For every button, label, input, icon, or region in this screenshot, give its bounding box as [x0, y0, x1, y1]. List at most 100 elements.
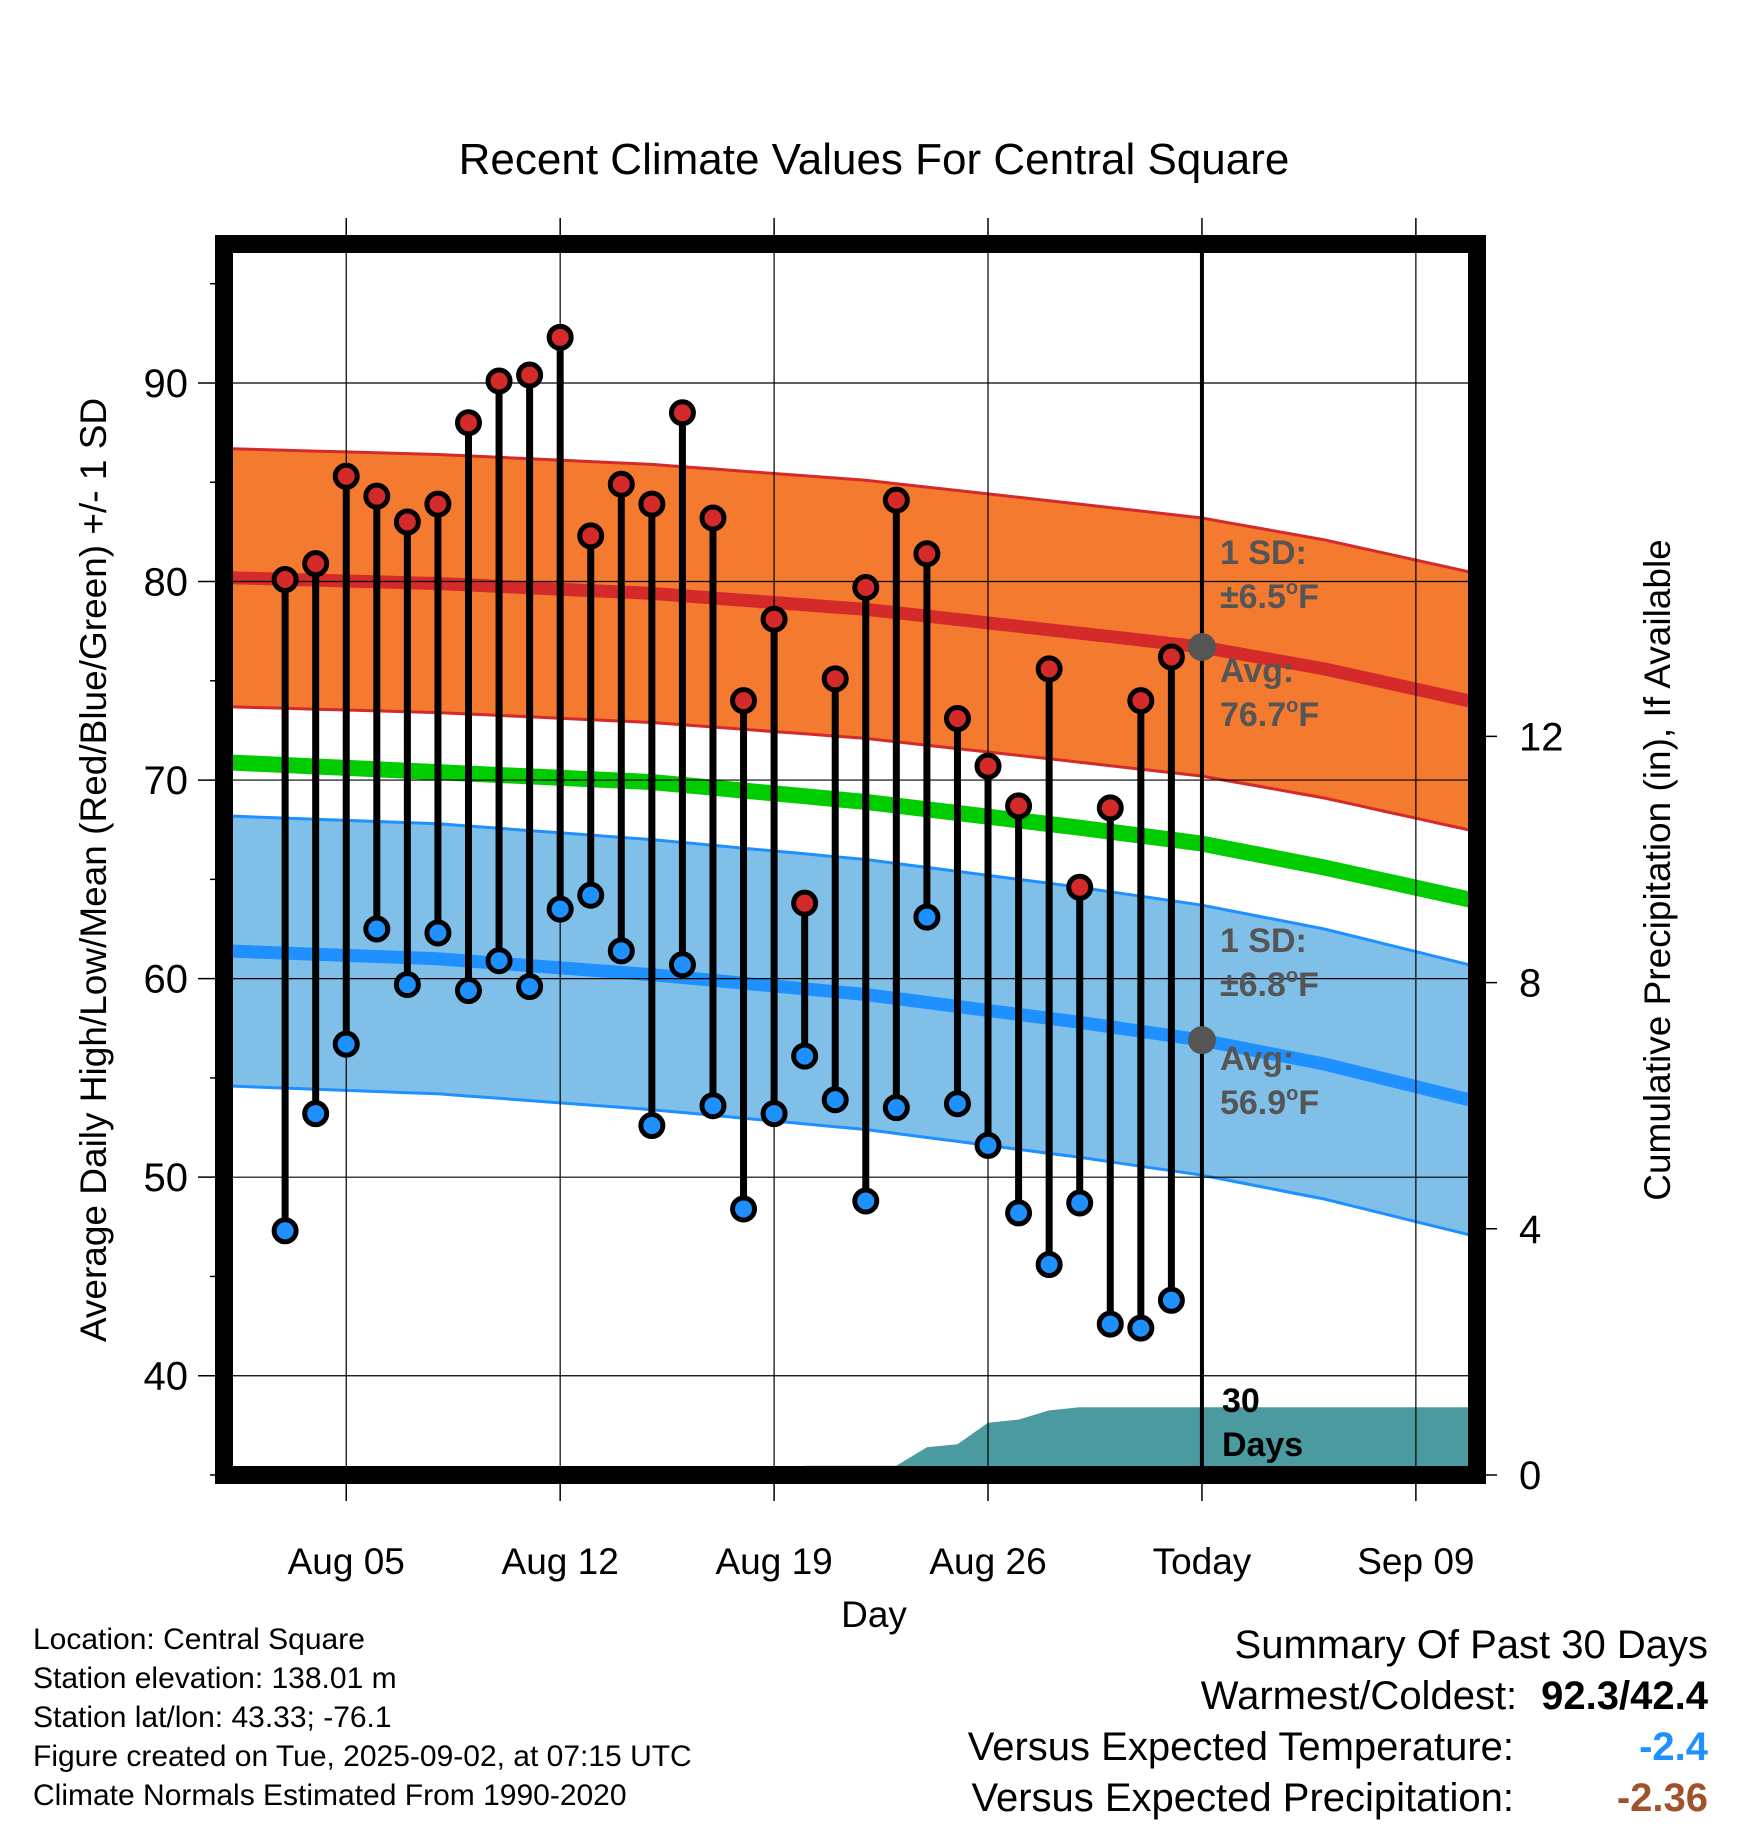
x-axis-label: Day [841, 1594, 907, 1635]
observed-high-point [607, 470, 635, 498]
observed-low-point [1127, 1314, 1155, 1342]
observed-low-point [913, 903, 941, 931]
y-tick-label: 40 [144, 1355, 189, 1399]
observed-high-point [760, 605, 788, 633]
observed-high-point [638, 490, 666, 518]
observed-high-point [1005, 792, 1033, 820]
observed-low-point [943, 1090, 971, 1118]
x-tick-label: Aug 19 [715, 1541, 832, 1582]
observed-high-point [821, 665, 849, 693]
x-tick-label: Aug 26 [929, 1541, 1046, 1582]
y-tick-label: 70 [144, 759, 189, 803]
today-low-normal-marker [1187, 1026, 1216, 1055]
normals-text: Climate Normals Estimated From 1990-2020 [33, 1779, 627, 1812]
observed-low-point [1066, 1189, 1094, 1217]
chart-title: Recent Climate Values For Central Square [459, 135, 1290, 184]
observed-low-point [516, 973, 544, 1001]
observed-high-point [393, 508, 421, 536]
summary-warmest-row: Warmest/Coldest: 92.3/42.4 [968, 1671, 1708, 1722]
observed-low-point [424, 919, 452, 947]
high-sd-value: ±6.5oF [1220, 577, 1319, 616]
created-text: Figure created on Tue, 2025-09-02, at 07… [33, 1740, 692, 1773]
y2-axis-label: Cumulative Precipitation (in), If Availa… [1637, 539, 1678, 1201]
observed-low-point [1096, 1310, 1124, 1338]
observed-high-point [577, 522, 605, 550]
observed-low-point [974, 1131, 1002, 1159]
observed-high-point [882, 486, 910, 514]
x-tick-label: Aug 05 [288, 1541, 405, 1582]
summary-temp-row: Versus Expected Temperature: -2.4 [968, 1722, 1708, 1773]
x-tick-label: Aug 12 [502, 1541, 619, 1582]
precip-value: -2.36 [1616, 1776, 1708, 1820]
observed-low-point [760, 1100, 788, 1128]
low-avg-value: 56.9oF [1220, 1083, 1319, 1122]
normal-mean-line [224, 754, 1477, 910]
x-tick-label: Sep 09 [1357, 1541, 1474, 1582]
observed-high-point [1035, 655, 1063, 683]
temp-value: -2.4 [1639, 1725, 1708, 1769]
observed-low-point [607, 937, 635, 965]
low-sd-band [224, 815, 1477, 1237]
observed-high-point [913, 540, 941, 568]
high-avg-value: 76.7oF [1220, 695, 1319, 734]
high-sd-band [224, 448, 1477, 832]
high-sd-lower-line [224, 705, 1477, 834]
observed-high-point [974, 752, 1002, 780]
elevation-text: Station elevation: 138.01 m [33, 1662, 397, 1695]
observed-high-point [1066, 873, 1094, 901]
high-sd-upper-line [224, 447, 1477, 576]
low-sd-label: 1 SD: [1220, 922, 1307, 960]
observed-low-point [577, 881, 605, 909]
observed-low-point [638, 1112, 666, 1140]
observed-high-point [1096, 794, 1124, 822]
summary-panel: Summary Of Past 30 Days Warmest/Coldest:… [968, 1620, 1708, 1824]
observed-low-point [852, 1187, 880, 1215]
high-sd-label: 1 SD: [1220, 534, 1307, 572]
observed-high-point [1127, 687, 1155, 715]
high-avg-label: Avg: [1220, 652, 1294, 690]
normal-high-line [224, 571, 1477, 709]
observed-low-point [332, 1030, 360, 1058]
observed-low-point [1005, 1199, 1033, 1227]
observed-low-point [882, 1094, 910, 1122]
y2-tick-label: 12 [1519, 715, 1564, 759]
today-high-normal-marker [1187, 633, 1216, 662]
observed-high-point [1157, 643, 1185, 671]
station-info: Location: Central Square Station elevati… [33, 1620, 692, 1815]
observed-low-point [454, 977, 482, 1005]
warmest-value: 92.3/42.4 [1541, 1674, 1708, 1718]
observed-high-point [516, 361, 544, 389]
observed-high-point [791, 889, 819, 917]
x-tick-label: Today [1153, 1541, 1252, 1582]
y2-tick-label: 8 [1519, 962, 1541, 1006]
observed-high-point [699, 504, 727, 532]
days-word-label: Days [1222, 1426, 1303, 1464]
precipitation-area [774, 1407, 1477, 1475]
summary-heading: Summary Of Past 30 Days [1234, 1623, 1708, 1667]
low-avg-label: Avg: [1220, 1040, 1294, 1078]
y2-tick-label: 4 [1519, 1208, 1541, 1252]
observed-low-point [302, 1100, 330, 1128]
observed-low-point [546, 895, 574, 923]
normal-low-line [224, 944, 1477, 1109]
observed-high-point [332, 462, 360, 490]
observed-low-point [668, 951, 696, 979]
y-tick-label: 50 [144, 1156, 189, 1200]
observed-low-point [363, 915, 391, 943]
location-text: Location: Central Square [33, 1623, 365, 1656]
observed-high-point [424, 490, 452, 518]
observed-low-point [791, 1042, 819, 1070]
observed-low-point [393, 971, 421, 999]
y2-tick-label: 0 [1519, 1454, 1541, 1498]
y-tick-label: 60 [144, 958, 189, 1002]
observed-high-point [302, 550, 330, 578]
days-count-label: 30 [1222, 1382, 1260, 1420]
y-tick-label: 80 [144, 561, 189, 605]
observed-high-point [454, 409, 482, 437]
precip-label: Versus Expected Precipitation: [971, 1776, 1514, 1820]
observed-high-point [852, 573, 880, 601]
observed-high-point [943, 705, 971, 733]
summary-precip-row: Versus Expected Precipitation: -2.36 [968, 1773, 1708, 1824]
observed-high-point [668, 399, 696, 427]
